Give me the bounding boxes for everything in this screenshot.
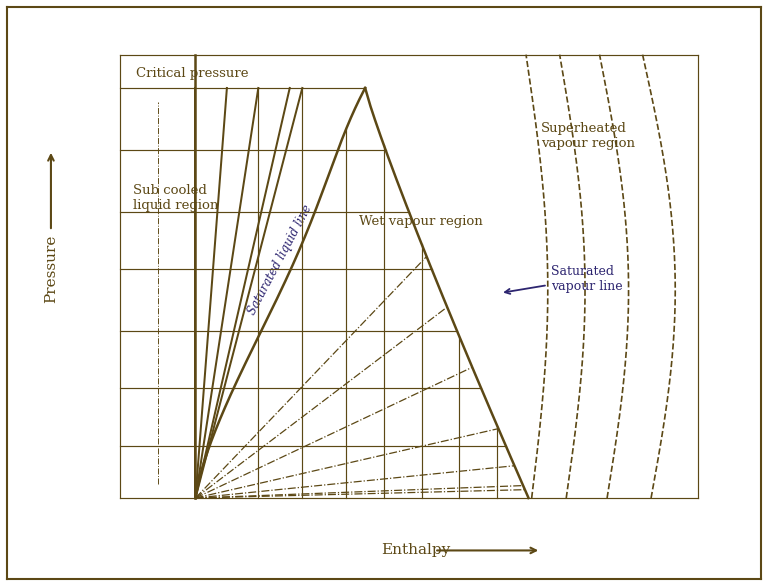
Text: Sub cooled
liquid region: Sub cooled liquid region xyxy=(133,183,218,212)
Text: Pressure: Pressure xyxy=(44,235,58,304)
Text: Critical pressure: Critical pressure xyxy=(136,67,248,80)
Text: Saturated
vapour line: Saturated vapour line xyxy=(505,265,622,294)
Text: Superheated
vapour region: Superheated vapour region xyxy=(541,122,635,149)
Text: Wet vapour region: Wet vapour region xyxy=(359,215,482,228)
Text: Enthalpy: Enthalpy xyxy=(381,543,450,557)
Text: Saturated liquid line: Saturated liquid line xyxy=(246,202,315,317)
